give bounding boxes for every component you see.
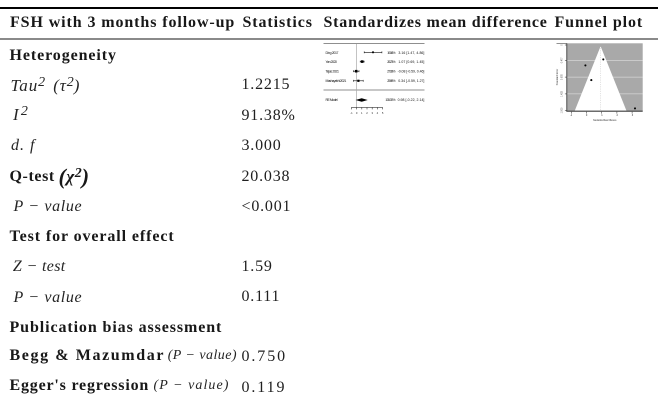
svg-text:4: 4 — [377, 111, 379, 115]
svg-text:-1: -1 — [570, 114, 573, 117]
svg-text:Standardized Mean Difference: Standardized Mean Difference — [593, 119, 617, 122]
svg-text:Standard Error: Standard Error — [556, 69, 559, 86]
svg-text:-1: -1 — [350, 111, 353, 115]
svg-text:3: 3 — [371, 111, 373, 115]
svg-text:2: 2 — [617, 114, 619, 117]
svg-text:1.432: 1.432 — [561, 90, 563, 96]
svg-text:Mashayekhi 2021: Mashayekhi 2021 — [326, 79, 347, 83]
svg-text:3.16 [1.47, 4.86]: 3.16 [1.47, 4.86] — [398, 51, 424, 55]
svg-text:0: 0 — [561, 44, 563, 46]
svg-text:1.909: 1.909 — [561, 107, 563, 113]
svg-text:Yan 2020: Yan 2020 — [326, 60, 338, 64]
svg-text:0: 0 — [586, 114, 588, 117]
svg-text:26.73%: 26.73% — [387, 60, 395, 64]
svg-text:2: 2 — [366, 111, 368, 115]
svg-text:RE Model: RE Model — [326, 98, 338, 102]
svg-text:0.98 [-0.22, 2.14]: 0.98 [-0.22, 2.14] — [398, 98, 425, 102]
svg-text:100.00%: 100.00% — [385, 98, 395, 102]
svg-text:19.34%: 19.34% — [387, 51, 395, 55]
svg-text:-0.08 [-0.59, 0.46]: -0.08 [-0.59, 0.46] — [398, 70, 425, 74]
svg-text:0.34 [-0.59, 1.27]: 0.34 [-0.59, 1.27] — [398, 79, 424, 83]
svg-text:1.07 [0.69, 1.45]: 1.07 [0.69, 1.45] — [398, 60, 424, 64]
svg-text:0: 0 — [356, 111, 358, 115]
svg-text:1: 1 — [361, 111, 363, 115]
svg-text:Tejas 2021: Tejas 2021 — [326, 70, 340, 74]
svg-text:1: 1 — [601, 114, 603, 117]
svg-text:25.99%: 25.99% — [387, 79, 395, 83]
svg-text:0.955: 0.955 — [561, 74, 563, 80]
svg-text:0.477: 0.477 — [561, 57, 563, 63]
svg-text:Ding 2017: Ding 2017 — [326, 51, 339, 55]
svg-text:5: 5 — [382, 111, 384, 115]
svg-text:27.93%: 27.93% — [387, 70, 395, 74]
svg-text:3: 3 — [632, 114, 634, 117]
